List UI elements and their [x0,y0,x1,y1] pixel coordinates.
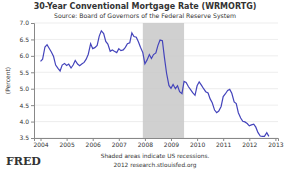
y-tick-label: 3.5 [19,134,29,141]
y-tick: 5.0 [19,85,34,92]
y-tick-mark [31,72,34,73]
plot-area: 2004 2005 2006 2007 2008 2009 2010 2011 2012 2013… [19,19,283,148]
y-tick-label: 7.0 [19,19,29,26]
line [41,31,269,136]
y-tick-mark [31,56,34,57]
x-tick: 2010 [190,138,205,148]
x-tick: 2006 [86,138,101,148]
x-tick-label: 2007 [112,141,127,148]
x-tick-label: 2013 [268,141,283,148]
x-tick: 2009 [164,138,179,148]
y-tick-label: 4.5 [19,102,29,109]
marks [41,23,269,138]
recession-shade [143,23,184,138]
x-tick: 2008 [138,138,153,148]
x-tick-label: 2010 [190,141,205,148]
y-tick: 4.0 [19,118,34,125]
y-tick-mark [31,105,34,106]
y-tick-mark [31,122,34,123]
x-tick: 2011 [216,138,231,148]
x-tick-label: 2004 [33,141,48,148]
y-tick: 4.5 [19,102,34,109]
y-tick: 6.0 [19,52,34,59]
y-tick-label: 6.0 [19,52,29,59]
y-tick: 5.5 [19,69,34,76]
title: 30-Year Conventional Mortgage Rate (WRMO… [34,2,257,11]
x-tick-label: 2005 [59,141,74,148]
x-tick-label: 2011 [216,141,231,148]
y-tick: 6.5 [19,36,34,43]
footer-note: Shaded areas indicate US recessions. [101,153,210,159]
x-tick-label: 2012 [242,141,257,148]
x-tick-label: 2009 [164,141,179,148]
x-tick-label: 2006 [86,141,101,148]
x-tick: 2012 [242,138,257,148]
chart: 30-Year Conventional Mortgage Rate (WRMO… [0,0,290,174]
y-tick-label: 4.0 [19,118,29,125]
y-axis-line [31,24,35,139]
y-tick-mark [31,138,34,139]
grid [34,23,278,138]
y-tick: 3.5 [19,134,34,141]
footer-note: 2012 research.stlouisfed.org [114,162,197,169]
x-tick-label: 2008 [138,141,153,148]
y-tick-label: 5.5 [19,69,29,76]
x-tick: 2013 [268,138,283,148]
y-axis: 3.5 4.0 4.5 5.0 5.5 6.0 6.5 7.0 [19,19,34,141]
y-tick-mark [31,89,34,90]
y-tick: 7.0 [19,19,34,26]
subtitle: Source: Board of Governors of the Federa… [54,12,236,20]
y-axis-label: (Percent) [4,67,11,94]
y-tick-mark [31,23,34,24]
y-tick-label: 5.0 [19,85,29,92]
x-tick: 2004 [33,138,48,148]
y-tick-mark [31,39,34,40]
x-axis: 2004 2005 2006 2007 2008 2009 2010 2011 2012 2013 [33,138,283,148]
x-tick: 2007 [112,138,127,148]
y-tick-label: 6.5 [19,36,29,43]
x-tick: 2005 [59,138,74,148]
logo: FRED [6,155,41,168]
